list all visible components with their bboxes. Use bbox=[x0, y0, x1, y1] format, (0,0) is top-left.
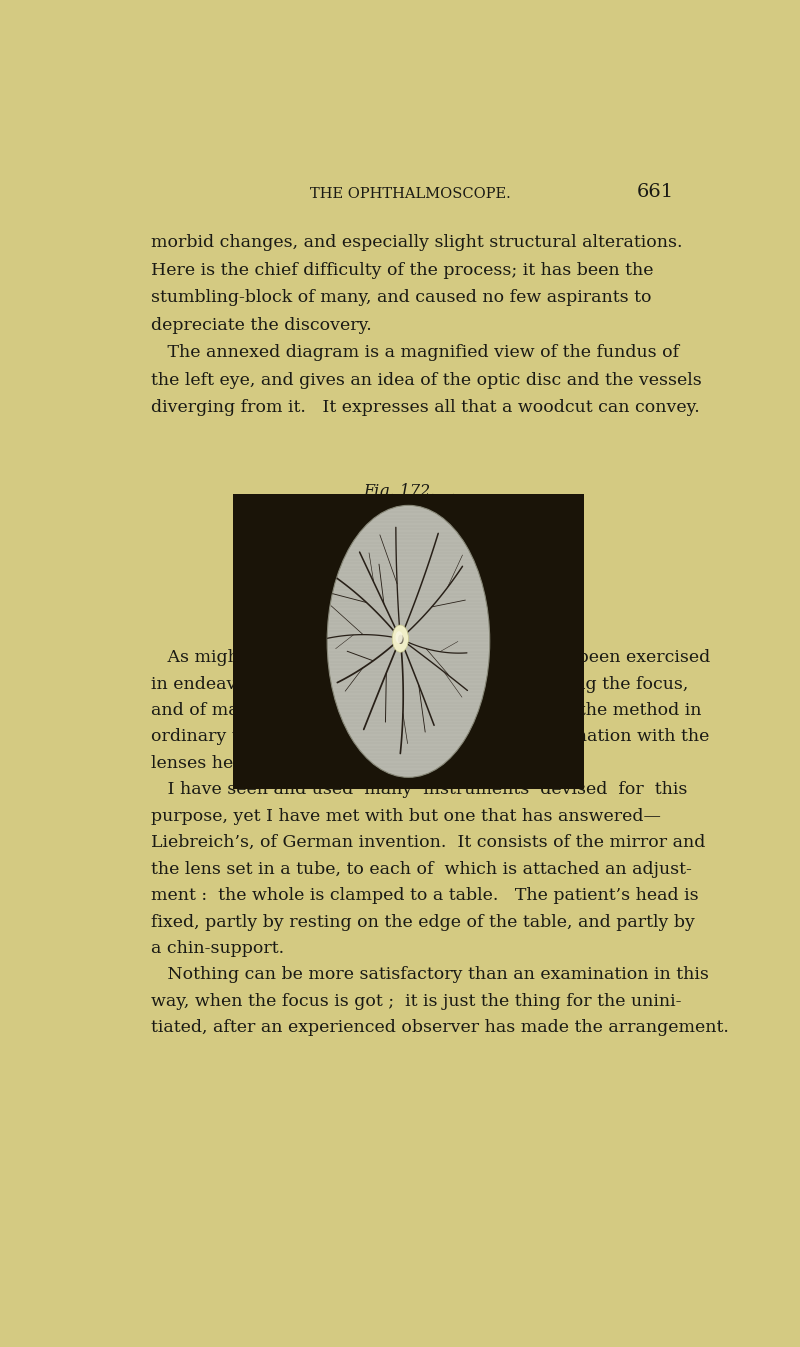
Text: ordinary use is like making a microscopic examination with the: ordinary use is like making a microscopi… bbox=[151, 729, 710, 745]
Text: Fig. 172.   .: Fig. 172. . bbox=[364, 484, 456, 500]
Text: the lens set in a tube, to each of  which is attached an adjust-: the lens set in a tube, to each of which… bbox=[151, 861, 692, 878]
Circle shape bbox=[395, 632, 402, 644]
Text: As might naturally be expected, ingenuity has been exercised: As might naturally be expected, ingenuit… bbox=[151, 649, 710, 667]
Text: 661: 661 bbox=[636, 183, 674, 201]
Text: lenses held in our hands.: lenses held in our hands. bbox=[151, 754, 371, 772]
Text: THE OPHTHALMOSCOPE.: THE OPHTHALMOSCOPE. bbox=[310, 186, 510, 201]
Text: Nothing can be more satisfactory than an examination in this: Nothing can be more satisfactory than an… bbox=[151, 967, 709, 983]
Text: tiated, after an experienced observer has made the arrangement.: tiated, after an experienced observer ha… bbox=[151, 1020, 729, 1036]
Text: the left eye, and gives an idea of the optic disc and the vessels: the left eye, and gives an idea of the o… bbox=[151, 372, 702, 389]
Text: fixed, partly by resting on the edge of the table, and partly by: fixed, partly by resting on the edge of … bbox=[151, 913, 694, 931]
Circle shape bbox=[392, 625, 409, 652]
Text: Liebreich’s, of German invention.  It consists of the mirror and: Liebreich’s, of German invention. It con… bbox=[151, 834, 706, 851]
Text: a chin-support.: a chin-support. bbox=[151, 940, 284, 958]
Text: ment :  the whole is clamped to a table.   The patient’s head is: ment : the whole is clamped to a table. … bbox=[151, 888, 698, 904]
Text: morbid changes, and especially slight structural alterations.: morbid changes, and especially slight st… bbox=[151, 234, 682, 252]
Bar bbox=[234, 493, 583, 789]
Text: way, when the focus is got ;  it is just the thing for the unini-: way, when the focus is got ; it is just … bbox=[151, 993, 682, 1010]
Text: depreciate the discovery.: depreciate the discovery. bbox=[151, 317, 371, 334]
Text: I have seen and used  many  instruments  devised  for  this: I have seen and used many instruments de… bbox=[151, 781, 687, 799]
Text: Here is the chief difficulty of the process; it has been the: Here is the chief difficulty of the proc… bbox=[151, 261, 654, 279]
Text: in endeavouring to devise an easier way of getting the focus,: in endeavouring to devise an easier way … bbox=[151, 676, 688, 692]
Circle shape bbox=[398, 634, 403, 644]
Text: The annexed diagram is a magnified view of the fundus of: The annexed diagram is a magnified view … bbox=[151, 345, 679, 361]
Text: and of maintaining it when found ;  for, in truth, the method in: and of maintaining it when found ; for, … bbox=[151, 702, 702, 719]
Circle shape bbox=[327, 505, 490, 777]
Text: diverging from it.   It expresses all that a woodcut can convey.: diverging from it. It expresses all that… bbox=[151, 399, 699, 416]
Text: stumbling-block of many, and caused no few aspirants to: stumbling-block of many, and caused no f… bbox=[151, 290, 651, 306]
Text: purpose, yet I have met with but one that has answered—: purpose, yet I have met with but one tha… bbox=[151, 808, 661, 824]
